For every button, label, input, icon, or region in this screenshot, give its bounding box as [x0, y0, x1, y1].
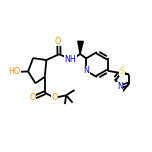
Text: HO: HO	[8, 67, 21, 76]
Text: N: N	[117, 82, 123, 91]
Text: NH: NH	[64, 55, 76, 64]
Polygon shape	[78, 41, 83, 54]
Text: S: S	[119, 67, 124, 76]
Text: O: O	[55, 36, 61, 46]
Text: O: O	[29, 93, 36, 102]
Text: N: N	[83, 66, 89, 75]
Text: O: O	[51, 93, 58, 102]
